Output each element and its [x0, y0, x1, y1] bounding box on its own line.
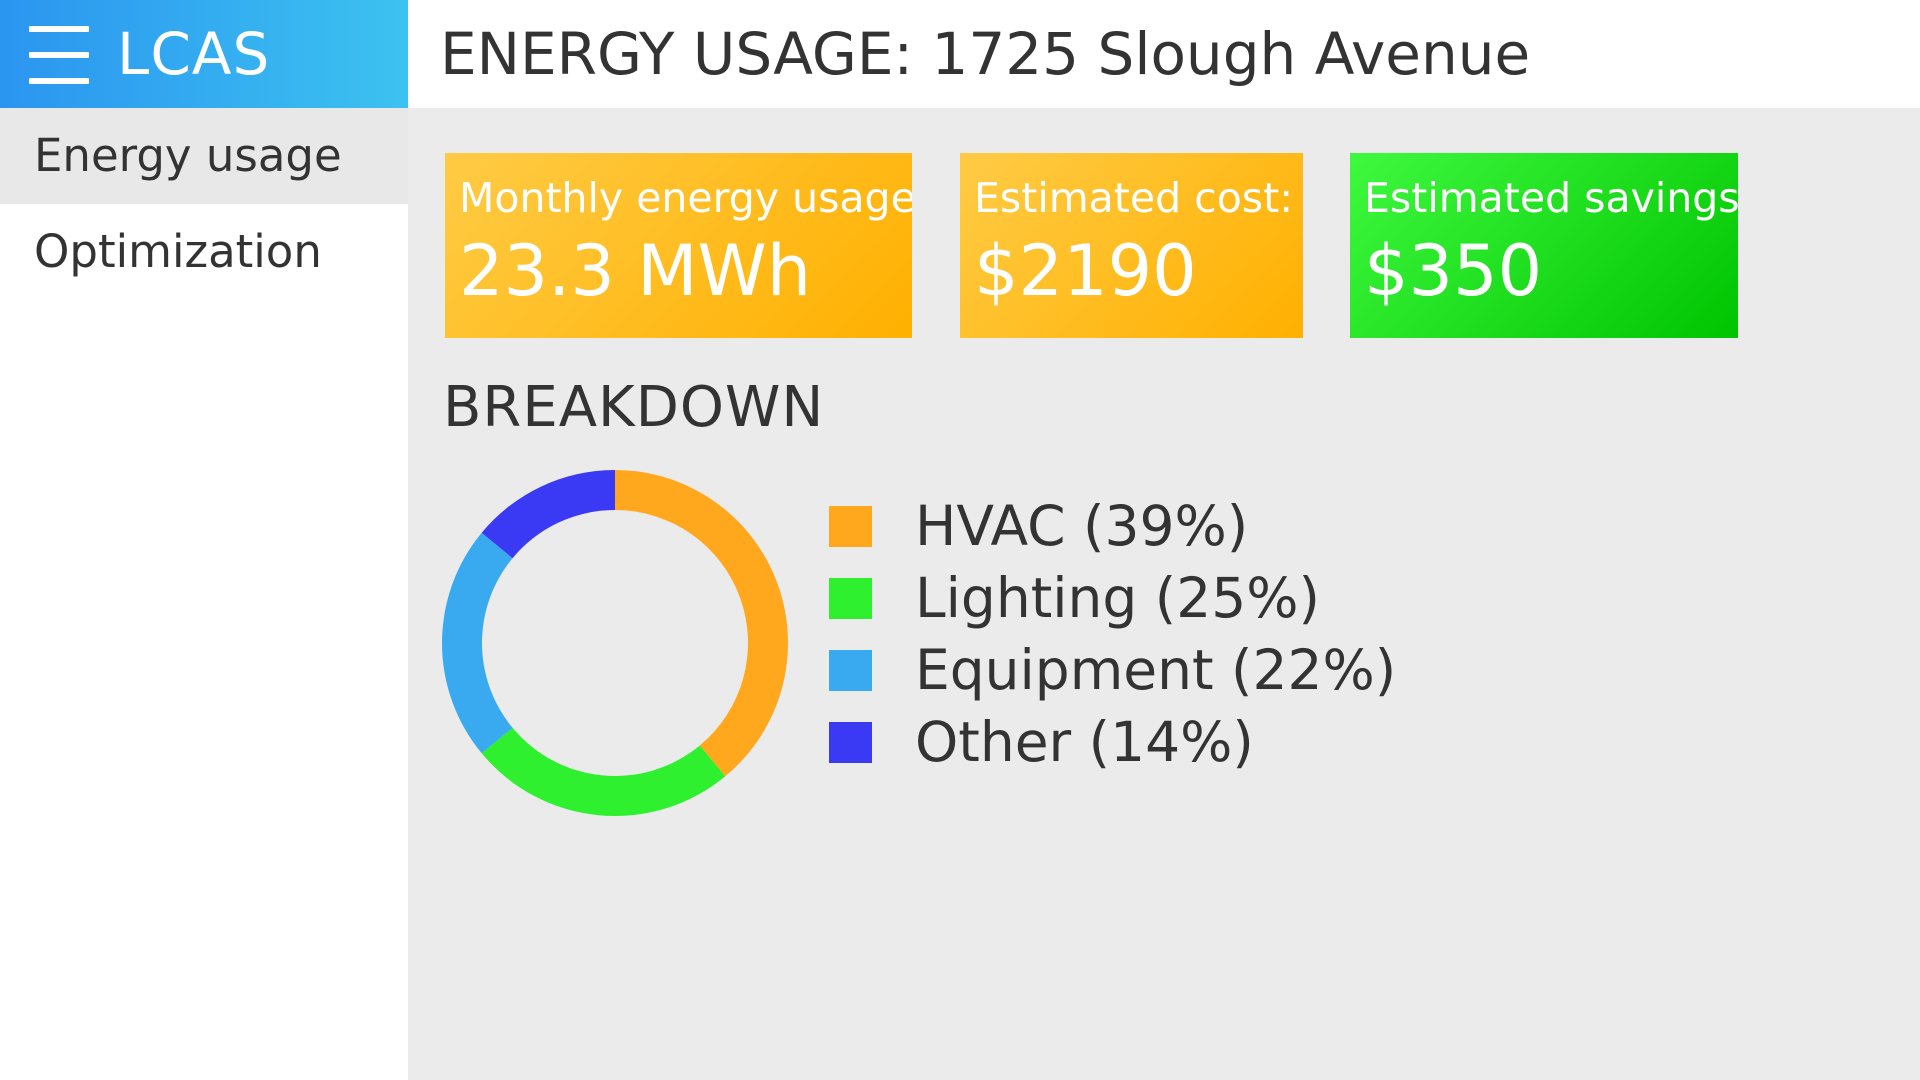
legend-label: HVAC (39%)	[915, 494, 1249, 558]
page-title: ENERGY USAGE: 1725 Slough Avenue	[440, 20, 1531, 88]
card-value: 23.3 MWh	[459, 230, 812, 312]
chart-legend: HVAC (39%) Lighting (25%) Equipment (22%…	[829, 490, 1396, 778]
donut-slice-equipment	[442, 532, 513, 754]
card-value: $350	[1364, 230, 1543, 312]
legend-swatch	[829, 649, 872, 691]
app-name: LCAS	[117, 20, 271, 88]
legend-item-hvac: HVAC (39%)	[829, 490, 1396, 562]
donut-slice-hvac	[615, 470, 788, 777]
card-estimated-savings: Estimated savings: $350	[1350, 153, 1738, 338]
legend-item-lighting: Lighting (25%)	[829, 562, 1396, 634]
sidebar: LCAS Energy usage Optimization	[0, 0, 408, 1080]
donut-slice-lighting	[481, 727, 726, 816]
card-label: Monthly energy usage:	[459, 174, 912, 222]
card-value: $2190	[974, 230, 1197, 312]
app-brand-bar[interactable]: LCAS	[0, 0, 408, 108]
sidebar-item-optimization[interactable]: Optimization	[34, 225, 322, 278]
card-label: Estimated savings:	[1364, 174, 1738, 222]
legend-label: Other (14%)	[915, 710, 1254, 774]
breakdown-title: BREAKDOWN	[443, 375, 825, 440]
sidebar-item-energy-usage[interactable]: Energy usage	[0, 108, 408, 204]
card-monthly-energy-usage: Monthly energy usage: 23.3 MWh	[445, 153, 912, 338]
card-estimated-cost: Estimated cost: $2190	[960, 153, 1303, 338]
legend-label: Equipment (22%)	[915, 638, 1397, 702]
legend-label: Lighting (25%)	[915, 566, 1320, 630]
donut-slice-other	[481, 470, 615, 559]
hamburger-menu-icon[interactable]	[29, 26, 89, 84]
legend-item-other: Other (14%)	[829, 706, 1396, 778]
donut-chart	[442, 470, 788, 816]
card-label: Estimated cost:	[974, 174, 1294, 222]
page-header: ENERGY USAGE: 1725 Slough Avenue	[408, 0, 1920, 108]
legend-swatch	[829, 577, 872, 619]
legend-swatch	[829, 721, 872, 763]
legend-swatch	[829, 505, 872, 547]
legend-item-equipment: Equipment (22%)	[829, 634, 1396, 706]
